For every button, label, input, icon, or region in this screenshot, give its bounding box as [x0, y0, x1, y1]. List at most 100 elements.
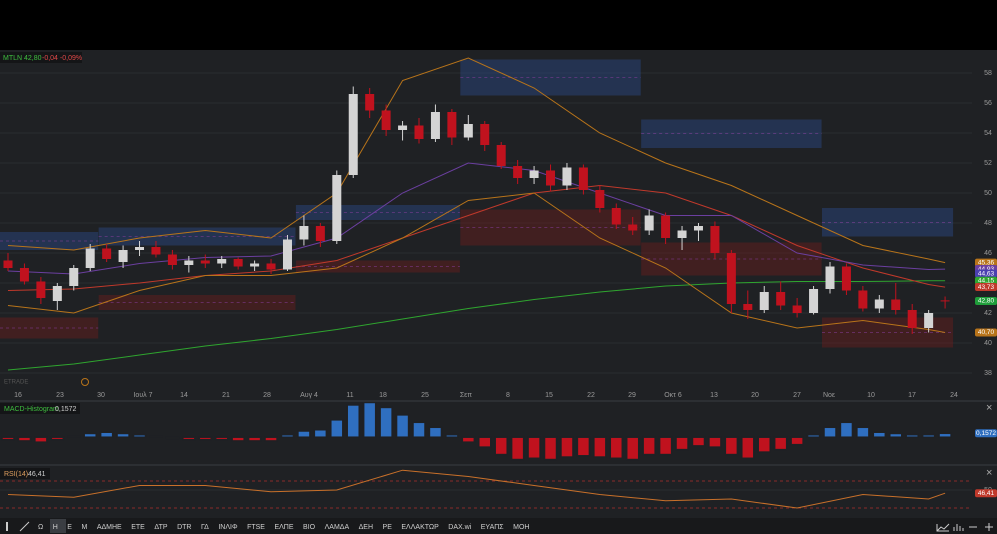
symbol-change: -0,04 -0,09% [42, 55, 82, 62]
x-tick-label: Αυγ 4 [300, 392, 318, 399]
candle-body [513, 166, 523, 178]
toolbar-item[interactable]: Μ [81, 524, 87, 531]
histogram-bar [34, 436, 48, 443]
info-icon[interactable] [6, 522, 8, 531]
toolbar [0, 518, 997, 534]
x-tick-label: Σεπ [460, 392, 472, 399]
toolbar-item[interactable]: ΔΕΗ [359, 524, 373, 531]
macd-legend-box [0, 403, 80, 414]
x-tick-label: 21 [222, 392, 230, 399]
close-panel[interactable]: × [986, 467, 992, 479]
y-tick-label: 42 [984, 310, 992, 317]
toolbar-item[interactable]: ΑΔΜΗΕ [97, 524, 122, 531]
histogram-bar [231, 436, 245, 442]
x-tick-label: 27 [793, 392, 801, 399]
histogram-bar [806, 433, 821, 438]
zoom-in[interactable] [985, 523, 993, 531]
x-tick-label: Ιουλ 7 [133, 392, 152, 399]
toolbar-item[interactable]: DTR [177, 524, 191, 531]
histogram-bar [1, 436, 15, 441]
candle-body [644, 215, 654, 231]
candle-body [233, 259, 243, 267]
toolbar-item[interactable]: ΒΙΟ [303, 524, 316, 531]
indicator-line [7, 184, 946, 291]
histogram-bar [461, 436, 476, 443]
toolbar-item[interactable]: Ω [38, 524, 43, 531]
histogram-bar [247, 436, 262, 442]
price-badge [975, 269, 997, 278]
bars-icon[interactable] [953, 524, 964, 531]
macd-value: 0,1572 [55, 406, 77, 413]
toolbar-item[interactable]: ΛΑΜΔΑ [325, 524, 350, 531]
histogram-bar [50, 436, 65, 441]
x-tick-label: Οκτ 6 [664, 392, 682, 399]
x-tick-label: 29 [628, 392, 636, 399]
histogram-bar [17, 436, 32, 442]
toolbar-item[interactable]: ΔΤΡ [154, 524, 168, 531]
histogram-bar [214, 436, 229, 441]
candle-body [710, 226, 720, 253]
x-tick-label: 11 [346, 392, 353, 399]
histogram-bar [625, 436, 640, 461]
toolbar-item[interactable]: ΜΟΗ [513, 524, 529, 531]
candle-body [496, 145, 506, 166]
chart-type-icon[interactable] [936, 523, 950, 532]
x-tick-label: Νοε [823, 392, 835, 399]
toolbar-item[interactable]: Ε [67, 524, 72, 531]
toolbar-item[interactable]: ΙΝΛΙΦ [218, 524, 238, 531]
draw-icon[interactable] [19, 521, 30, 532]
histogram-bar [346, 404, 360, 438]
event-marker[interactable] [81, 378, 89, 386]
candle-body [102, 248, 112, 259]
rsi-title: RSI(14) [4, 471, 28, 478]
toolbar-item[interactable]: ΓΔ [201, 524, 209, 531]
histogram-bar [921, 433, 936, 438]
candle-body [447, 112, 457, 138]
toolbar-item[interactable]: Η [53, 524, 58, 531]
toolbar-item[interactable]: FTSE [247, 524, 265, 531]
histogram-bar [823, 426, 837, 438]
price-badge [975, 297, 997, 305]
toolbar-item[interactable]: ΡΕ [383, 524, 393, 531]
histogram-bar [675, 436, 689, 451]
x-tick-label: 23 [56, 392, 64, 399]
histogram-bar [297, 430, 311, 438]
histogram-bar [642, 436, 656, 456]
value-badge-label: 0,1572 [976, 430, 996, 437]
histogram-bar [280, 433, 295, 438]
histogram-bar [938, 432, 952, 438]
price-badge-label: 43,73 [978, 284, 995, 291]
histogram-bar [872, 431, 887, 438]
candle-body [184, 260, 194, 265]
x-tick-label: 8 [506, 392, 510, 399]
rsi-legend-box [0, 468, 50, 479]
histogram-bar [905, 433, 919, 438]
price-badge [975, 328, 997, 337]
toolbar-item[interactable]: ΕΛΠΕ [274, 524, 293, 531]
histogram-bar [478, 436, 492, 448]
price-badge-label: 44,93 [978, 266, 995, 273]
macd-title: MACD-Histogram [4, 406, 59, 413]
histogram-bar [182, 436, 196, 441]
close-panel[interactable]: × [986, 402, 992, 414]
candle-body [299, 226, 309, 240]
symbol-price: MTLN 42,80 [3, 55, 42, 62]
y-tick-label: 50 [984, 190, 992, 197]
histogram-bar [330, 419, 344, 438]
toolbar-item[interactable]: ΕΤΕ [131, 524, 145, 531]
candle-body [250, 263, 260, 267]
histogram-bar [790, 436, 804, 446]
histogram-bar [527, 436, 541, 460]
toolbar-item[interactable]: ΕΥΑΠΣ [481, 524, 505, 531]
y-tick-label: 38 [984, 370, 992, 377]
price-badge [975, 258, 997, 267]
candle-body [578, 167, 588, 190]
price-badge [975, 276, 997, 285]
toolbar-item[interactable]: ΕΛΛΑΚΤΩΡ [401, 524, 439, 531]
y-tick-label: 48 [984, 220, 992, 227]
indicator-line [7, 192, 946, 333]
toolbar-item[interactable]: DAX.wi [448, 524, 471, 531]
y-tick-label: 56 [984, 100, 992, 107]
x-tick-label: 14 [180, 392, 188, 399]
